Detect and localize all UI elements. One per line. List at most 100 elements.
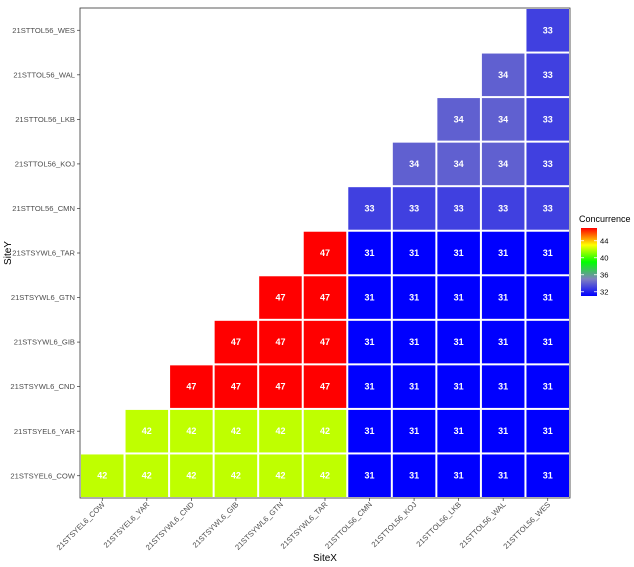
heatmap-cell	[170, 409, 213, 453]
x-tick-label: 21STTOL56_LKB	[414, 500, 463, 549]
cell-value-label: 34	[498, 159, 508, 169]
cell-value-label: 33	[543, 114, 553, 124]
cell-value-label: 47	[231, 382, 241, 392]
heatmap-cell	[437, 187, 480, 230]
heatmap-cell	[437, 98, 480, 141]
heatmap-cell	[526, 365, 569, 408]
heatmap-cell	[170, 454, 213, 497]
cell-value-label: 33	[543, 203, 553, 213]
heatmap-cell	[481, 187, 525, 230]
heatmap-cell	[437, 409, 480, 453]
heatmap-cell	[437, 454, 480, 497]
legend-colorbar	[581, 228, 597, 296]
heatmap-cell	[526, 231, 569, 275]
heatmap-cell	[81, 454, 124, 497]
y-tick-label: 21STSYWL6_GTN	[11, 293, 75, 302]
cell-value-label: 31	[543, 248, 553, 258]
heatmap-cell	[481, 98, 525, 141]
cell-value-label: 42	[231, 471, 241, 481]
y-tick-label: 21STSYWL6_GIB	[14, 338, 75, 347]
cell-value-label: 31	[409, 471, 419, 481]
heatmap-cell	[392, 142, 436, 186]
cell-value-label: 47	[231, 337, 241, 347]
heatmap-cell	[437, 365, 480, 408]
x-axis-title: SiteX	[313, 553, 337, 564]
cell-value-label: 31	[365, 248, 375, 258]
x-tick-label: 21STSYEL6_YAR	[102, 500, 152, 550]
cell-value-label: 31	[409, 248, 419, 258]
cell-value-label: 42	[231, 426, 241, 436]
heatmap-cell	[303, 454, 347, 497]
cell-value-label: 31	[409, 293, 419, 303]
cell-value-label: 34	[409, 159, 419, 169]
x-tick-label: 21STSYWL6_TAR	[279, 500, 330, 551]
cell-value-label: 34	[498, 70, 508, 80]
heatmap-cell	[481, 142, 525, 186]
y-tick-label: 21STTOL56_KOJ	[15, 160, 75, 169]
cell-value-label: 42	[186, 426, 196, 436]
cell-value-label: 31	[409, 337, 419, 347]
cell-value-label: 31	[365, 382, 375, 392]
y-axis-title: SiteY	[3, 241, 14, 265]
cell-value-label: 31	[365, 293, 375, 303]
heatmap-cell	[259, 365, 302, 408]
y-tick-label: 21STSYEL6_YAR	[14, 427, 76, 436]
heatmap-cell	[481, 231, 525, 275]
x-tick-label: 21STTOL56_CMN	[323, 500, 374, 551]
cell-value-label: 31	[365, 337, 375, 347]
x-tick-label: 21STSYWL6_GTN	[233, 500, 285, 552]
y-tick-label: 21STTOL56_CMN	[12, 204, 75, 213]
heatmap-cell	[526, 454, 569, 497]
cell-value-label: 31	[409, 426, 419, 436]
cell-value-label: 42	[142, 471, 152, 481]
heatmap-cell	[526, 187, 569, 230]
legend: Concurrence 32 36 40 44	[579, 214, 631, 296]
cell-value-label: 42	[142, 426, 152, 436]
heatmap-cell	[125, 409, 169, 453]
heatmap-cell	[392, 231, 436, 275]
y-tick-label: 21STSYEL6_COW	[10, 471, 75, 480]
cell-value-label: 31	[409, 382, 419, 392]
heatmap-cell	[259, 320, 302, 364]
cell-value-label: 31	[365, 471, 375, 481]
legend-tick-label: 36	[600, 270, 608, 279]
heatmap-cell	[348, 409, 391, 453]
y-tick-label: 21STSYWL6_TAR	[12, 249, 75, 258]
heatmap-cell	[303, 231, 347, 275]
heatmap-cell	[214, 365, 258, 408]
cell-value-label: 47	[320, 293, 330, 303]
cell-value-label: 31	[454, 471, 464, 481]
heatmap-cell	[392, 454, 436, 497]
cell-value-label: 42	[275, 471, 285, 481]
heatmap-cell	[214, 320, 258, 364]
heatmap-cell	[259, 454, 302, 497]
heatmap-cell	[348, 276, 391, 319]
cell-value-label: 31	[498, 293, 508, 303]
heatmap-cell	[348, 454, 391, 497]
heatmap-cell	[392, 276, 436, 319]
heatmap-cell	[303, 365, 347, 408]
heatmap-cell	[481, 454, 525, 497]
heatmap-cell	[526, 409, 569, 453]
heatmap-cell	[348, 320, 391, 364]
x-tick-label: 21STTOL56_WES	[501, 500, 552, 551]
heatmap-cell	[392, 320, 436, 364]
cell-value-label: 31	[454, 293, 464, 303]
cell-value-label: 33	[409, 203, 419, 213]
cell-value-label: 31	[498, 426, 508, 436]
cell-value-label: 47	[275, 293, 285, 303]
heatmap-cell	[348, 231, 391, 275]
heatmap-cell	[303, 320, 347, 364]
heatmap-cell	[526, 320, 569, 364]
cell-value-label: 31	[454, 337, 464, 347]
cell-value-label: 33	[543, 70, 553, 80]
legend-ticks: 32 36 40 44	[581, 236, 608, 296]
heatmap-cell	[125, 454, 169, 497]
cell-value-label: 31	[498, 471, 508, 481]
legend-tick-label: 44	[600, 236, 608, 245]
cell-value-label: 31	[498, 248, 508, 258]
cell-value-label: 31	[365, 426, 375, 436]
heatmap-cell	[526, 142, 569, 186]
cell-value-label: 31	[454, 248, 464, 258]
